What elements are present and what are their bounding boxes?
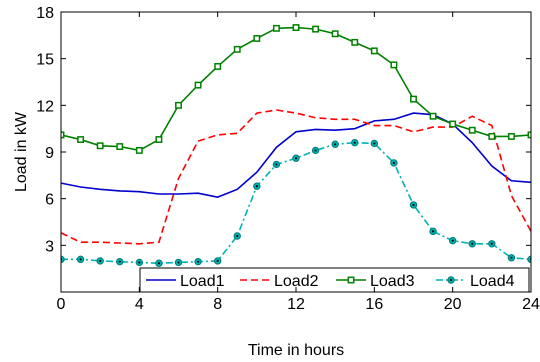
y-axis-label: Load in kW [13,111,30,192]
y-tick-label: 3 [45,238,54,255]
point-load3 [233,45,241,53]
legend-marker-center-load4 [449,278,453,282]
y-tick-label: 18 [36,5,54,22]
series-load3 [61,24,531,154]
point-load3 [194,81,202,89]
point-center-load4 [79,258,82,261]
x-tick-label: 0 [57,296,66,313]
y-tick-label: 15 [36,52,54,69]
legend-label-load1: Load1 [180,273,225,290]
point-center-load4 [451,239,454,242]
point-center-load4 [196,260,200,263]
plot-area [61,24,531,267]
point-load3 [175,101,182,109]
point-load3 [410,95,417,103]
legend-marker-load3 [347,276,355,284]
point-load3 [155,136,163,144]
point-load3 [370,47,378,55]
x-tick-label: 20 [444,296,462,313]
tick-labels: 0 4 8 12 16 20 24 3 6 9 12 15 18 [36,5,540,313]
series-load4 [61,138,531,267]
legend-label-load2: Load2 [274,273,319,290]
x-tick-label: 16 [365,296,383,313]
point-load3 [507,132,515,140]
point-center-load4 [236,234,239,238]
legend-item-load3: Load3 [336,273,415,290]
x-tick-label: 4 [135,296,144,313]
point-center-load4 [353,141,356,144]
point-center-load4 [118,260,121,263]
series-load2 [61,109,531,245]
y-tick-label: 12 [36,98,54,115]
point-load3 [292,24,300,32]
point-load3 [429,112,437,120]
point-center-load4 [177,261,180,264]
point-load3 [488,132,496,140]
point-center-load4 [314,149,317,152]
x-axis-label: Time in hours [248,342,344,359]
point-load3 [272,24,280,32]
point-center-load4 [294,157,298,160]
series-line-load2 [61,109,531,245]
point-center-load4 [255,185,258,188]
point-center-load4 [138,261,141,264]
point-center-load4 [373,142,376,145]
point-center-load4 [412,203,415,206]
point-center-load4 [392,161,396,164]
point-center-load4 [490,242,493,245]
point-load3 [77,136,85,144]
point-center-load4 [99,259,102,262]
point-load3 [61,131,65,139]
legend-label-load4: Load4 [470,273,515,290]
point-load3 [449,120,457,128]
point-load3 [468,126,476,134]
point-load3 [253,34,261,42]
tick-marks [60,11,532,292]
legend: Load1 Load2 Load3 Load4 [146,273,515,290]
legend-box [139,267,530,293]
point-center-load4 [510,256,513,259]
y-tick-label: 6 [45,192,54,209]
y-tick-label: 9 [45,145,54,162]
x-tick-label: 24 [522,296,540,313]
plot-frame [60,11,532,293]
legend-item-load1: Load1 [146,273,225,290]
point-center-load4 [334,143,337,146]
point-load3 [116,143,124,151]
point-load4 [61,255,65,264]
point-load3 [351,38,359,46]
point-center-load4 [471,242,474,245]
point-center-load4 [216,259,219,262]
legend-item-load2: Load2 [240,273,319,290]
x-tick-label: 8 [213,296,222,313]
legend-item-load4: Load4 [436,273,515,290]
point-center-load4 [157,262,161,265]
point-center-load4 [275,163,278,166]
point-load3 [96,142,104,150]
point-load3 [390,61,398,69]
x-tick-label: 12 [287,296,305,313]
point-load3 [214,62,222,70]
point-load3 [331,30,339,38]
legend-label-load3: Load3 [370,273,415,290]
point-load3 [312,25,320,33]
point-center-load4 [431,230,435,233]
point-load3 [135,146,143,154]
